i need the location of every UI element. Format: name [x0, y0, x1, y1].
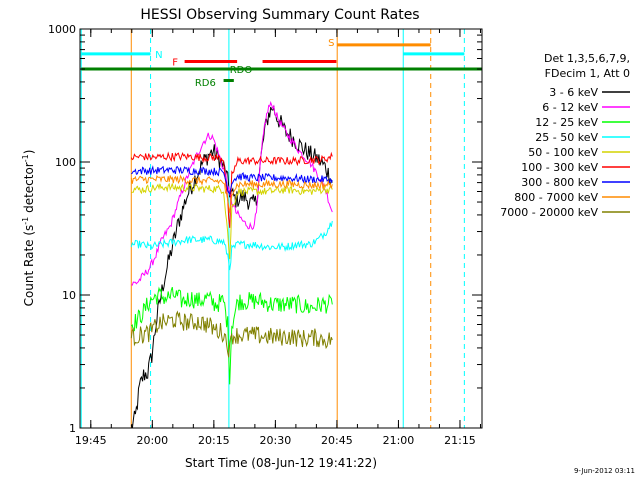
legend-entry-label: 800 - 7000 keV [514, 191, 598, 204]
flag-label-f: F [172, 57, 178, 68]
series-line-2 [131, 100, 333, 286]
legend-header-1: Det 1,3,5,6,7,9, [544, 52, 630, 65]
legend-header-2: FDecim 1, Att 0 [545, 67, 630, 80]
y-tick-label: 1 [69, 422, 76, 435]
legend-entry-label: 7000 - 20000 keV [500, 206, 598, 219]
y-tick-label: 10 [62, 289, 76, 302]
x-tick-label: 20:30 [260, 434, 292, 447]
legend-entry-label: 300 - 800 keV [521, 176, 598, 189]
y-axis-label: Count Rate (s-1 detector-1) [21, 150, 36, 307]
y-tick-label: 100 [55, 156, 76, 169]
x-tick-label: 20:00 [136, 434, 168, 447]
y-axis-label-main: Count Rate (s [22, 225, 36, 307]
y-tick-label: 1000 [48, 23, 76, 36]
x-tick-label: 19:45 [75, 434, 107, 447]
legend-entry-label: 50 - 100 keV [528, 146, 598, 159]
x-axis-label: Start Time (08-Jun-12 19:41:22) [185, 456, 377, 470]
y-axis-label-mid: detector [22, 162, 36, 217]
timestamp: 9-Jun-2012 03:11 [574, 467, 635, 475]
flag-label-rd6: RD6 [195, 78, 216, 89]
series-line-9 [130, 310, 333, 358]
series-line-8 [130, 174, 333, 214]
flag-label-rdo: RDO [230, 65, 253, 76]
series-line-7 [131, 165, 333, 195]
legend-entry-label: 3 - 6 keV [549, 86, 598, 99]
legend-entry-label: 100 - 300 keV [521, 161, 598, 174]
y-axis-label-sup: -1 [21, 217, 30, 225]
plot-frame [79, 28, 483, 429]
chart-title: HESSI Observing Summary Count Rates [140, 7, 419, 23]
series-line-1 [130, 105, 333, 428]
x-tick-label: 21:15 [444, 434, 476, 447]
series-line-3 [130, 286, 333, 385]
y-axis-label-sup2: -1 [21, 154, 30, 162]
series-line-4 [130, 220, 333, 271]
x-tick-label: 21:00 [383, 434, 415, 447]
flag-label-s: S [328, 38, 334, 49]
series-line-5 [131, 182, 333, 260]
legend-entry-label: 25 - 50 keV [535, 131, 598, 144]
series-line-6 [130, 151, 333, 228]
legend-entry-label: 6 - 12 keV [542, 101, 598, 114]
flag-label-n: N [155, 50, 162, 61]
legend: Det 1,3,5,6,7,9, FDecim 1, Att 0 3 - 6 k… [500, 52, 630, 219]
legend-entry-label: 12 - 25 keV [535, 116, 598, 129]
x-tick-label: 20:45 [321, 434, 353, 447]
y-axis-label-end: ) [22, 150, 36, 155]
x-tick-label: 20:15 [198, 434, 230, 447]
